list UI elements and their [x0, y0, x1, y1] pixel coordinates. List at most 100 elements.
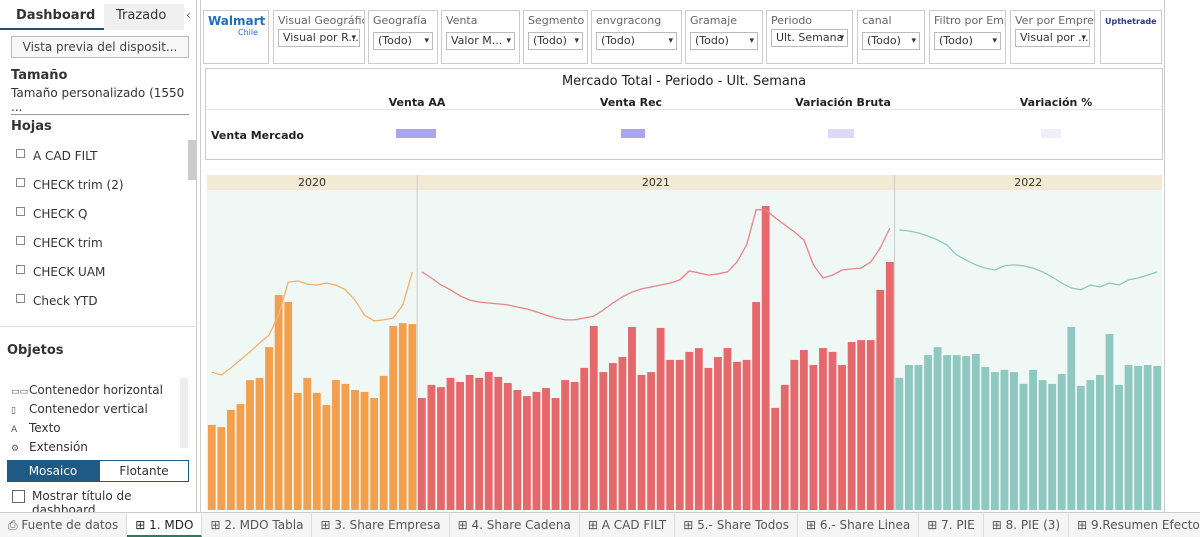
- bar: [952, 355, 961, 510]
- sheet-tab[interactable]: ⊞ 9.Resumen Efectos: [1069, 513, 1200, 537]
- bar: [933, 347, 942, 510]
- blurred-value: [621, 129, 645, 138]
- bar: [274, 294, 283, 510]
- bar: [752, 302, 761, 510]
- filter: Visual Geográfica Visual por R...: [273, 10, 365, 64]
- filter: Gramaje (Todo): [685, 10, 763, 64]
- sheet-item[interactable]: CHECK UAM: [16, 262, 105, 279]
- bar: [332, 380, 340, 510]
- bar: [1038, 380, 1047, 510]
- bar: [1143, 365, 1152, 510]
- bar: [647, 372, 655, 510]
- filter-dropdown[interactable]: Valor M...: [446, 32, 515, 50]
- tab[interactable]: Trazado: [104, 4, 184, 30]
- bar: [207, 424, 216, 510]
- logo-sub: Chile: [238, 28, 259, 37]
- bar: [742, 359, 751, 510]
- filter-dropdown[interactable]: (Todo): [373, 32, 433, 50]
- filter-dropdown[interactable]: Ult. Semana: [771, 29, 848, 47]
- sheet-tab[interactable]: ⊞ 2. MDO Tabla: [202, 513, 313, 537]
- dashboard: [200, 0, 1165, 512]
- bar: [408, 324, 417, 510]
- bar: [246, 380, 254, 510]
- bar: [1134, 366, 1143, 510]
- bar: [284, 302, 293, 510]
- tab[interactable]: Dashboard: [0, 4, 104, 30]
- bar: [1096, 374, 1104, 510]
- bar: [608, 363, 617, 510]
- sheet-tab[interactable]: ⊞ 8. PIE (3): [984, 513, 1070, 537]
- object-item[interactable]: ⚙ Extensión: [11, 440, 88, 454]
- bar: [761, 206, 770, 510]
- bar: [704, 367, 713, 510]
- bar: [322, 405, 331, 510]
- sheet-item[interactable]: A CAD FILT: [16, 146, 98, 163]
- sheet-tab[interactable]: ⊞ A CAD FILT: [580, 513, 676, 537]
- bar: [475, 377, 484, 510]
- filter-label: Visual Geográfica: [278, 14, 365, 27]
- object-item[interactable]: ▯ Contenedor vertical: [11, 402, 148, 416]
- sheet-tab[interactable]: ⊞ 1. MDO: [127, 513, 203, 537]
- sheet-tab[interactable]: ⊞ 5.- Share Todos: [675, 513, 798, 537]
- sheet-tab[interactable]: ⊞ 3. Share Empresa: [312, 513, 450, 537]
- toggle[interactable]: Mosaico: [7, 460, 99, 482]
- sheet-item[interactable]: CHECK trim (2): [16, 175, 124, 192]
- scrollbar[interactable]: [188, 140, 196, 180]
- collapse-icon[interactable]: ‹: [186, 8, 191, 22]
- bar: [226, 409, 235, 510]
- object-item[interactable]: ▭▭Contenedor horizontal: [11, 383, 163, 397]
- filter-dropdown[interactable]: (Todo): [934, 32, 1001, 50]
- label: CHECK Q: [33, 207, 88, 221]
- filter-dropdown[interactable]: (Todo): [596, 32, 677, 50]
- bar: [398, 323, 407, 510]
- sheet-item[interactable]: CHECK trim: [16, 233, 103, 250]
- bar: [503, 382, 512, 510]
- filter-dropdown[interactable]: Visual por ...: [1015, 29, 1090, 47]
- sheet-item[interactable]: CHECK Q: [16, 204, 88, 221]
- divider: [206, 109, 1162, 110]
- dropdown[interactable]: Tamaño personalizado (1550 ...: [11, 86, 189, 115]
- bar: [685, 351, 694, 510]
- button[interactable]: Vista previa del disposit...: [11, 36, 189, 58]
- logo-text: Walmart ✳: [208, 14, 265, 28]
- bar: [666, 359, 675, 510]
- heading: Objetos: [7, 343, 64, 358]
- bar: [618, 357, 627, 510]
- label: A CAD FILT: [33, 149, 98, 163]
- bar: [341, 383, 350, 510]
- bar: [303, 377, 312, 510]
- bar: [599, 372, 608, 510]
- checkbox[interactable]: [12, 490, 25, 503]
- filter: Filtro por Emp.. (Todo): [929, 10, 1006, 64]
- toggle[interactable]: Flotante: [99, 460, 189, 482]
- bar: [914, 365, 923, 510]
- bar: [809, 365, 818, 510]
- filter-dropdown[interactable]: (Todo): [862, 32, 920, 50]
- bar: [1048, 383, 1057, 510]
- logo: Upthetrade: [1100, 10, 1162, 64]
- sheet-tab[interactable]: ⊞ 4. Share Cadena: [450, 513, 580, 537]
- pane-label: 2022: [1014, 176, 1042, 189]
- scrollbar[interactable]: [180, 378, 188, 448]
- label: Contenedor vertical: [29, 402, 148, 416]
- sheet-tab[interactable]: ⊞ 6.- Share Linea: [798, 513, 920, 537]
- sheet-tab[interactable]: ⊞ 7. PIE: [919, 513, 984, 537]
- bar: [561, 380, 570, 510]
- label: CHECK trim: [33, 236, 103, 250]
- bar: [675, 359, 684, 510]
- bar: [494, 376, 503, 510]
- filter-dropdown[interactable]: (Todo): [528, 32, 583, 50]
- filter-label: Gramaje: [690, 14, 738, 27]
- object-item[interactable]: A Texto: [11, 421, 61, 435]
- logo: Walmart ✳ Chile: [203, 10, 269, 64]
- filter-dropdown[interactable]: Visual por R...: [278, 29, 360, 47]
- filter: Geografía (Todo): [368, 10, 438, 64]
- sheet-tab[interactable]: ⎙ Fuente de datos: [0, 513, 128, 537]
- label: Contenedor horizontal: [29, 383, 163, 397]
- bar: [990, 372, 999, 510]
- bar: [1124, 365, 1133, 510]
- bar: [532, 391, 541, 510]
- filter-dropdown[interactable]: (Todo): [690, 32, 758, 50]
- filter-label: Filtro por Emp..: [934, 14, 1005, 27]
- sheet-item[interactable]: Check YTD: [16, 291, 98, 308]
